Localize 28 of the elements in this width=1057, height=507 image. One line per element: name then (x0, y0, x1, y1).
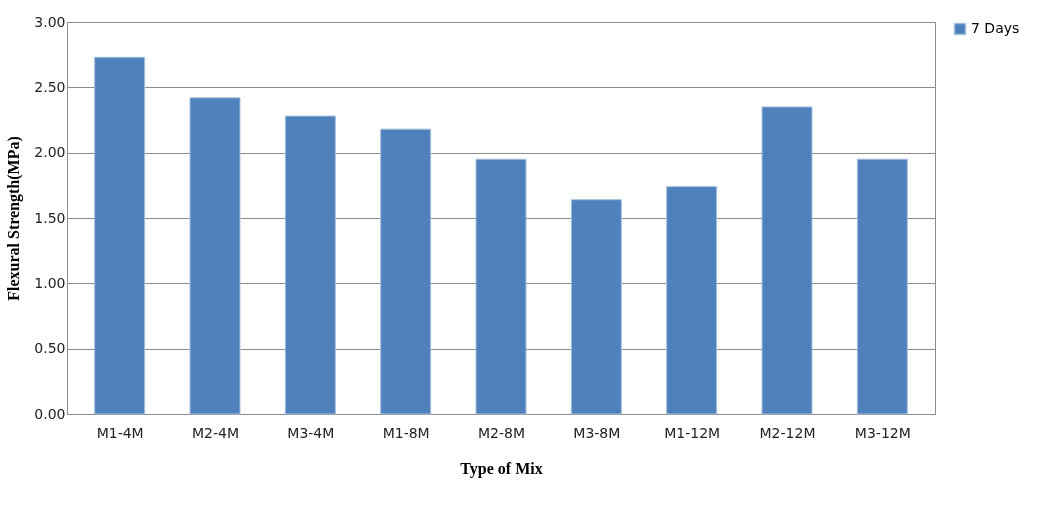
y-tick-label: 0.00 (34, 405, 66, 422)
x-axis-title: Type of Mix (460, 459, 543, 478)
x-tick-label: M1-12M (664, 424, 721, 441)
y-tick-label: 3.00 (34, 13, 66, 30)
x-tick-label: M3-8M (573, 424, 621, 441)
x-tick-label: M2-4M (191, 424, 240, 441)
x-tick-label: M2-12M (759, 424, 816, 441)
x-tick-label: M2-8M (477, 424, 526, 441)
bar (94, 56, 146, 415)
x-tick-label: M3-12M (854, 424, 911, 441)
y-tick-label: 1.00 (34, 274, 66, 291)
bar (284, 115, 336, 415)
y-tick-label: 1.50 (34, 209, 66, 226)
y-axis-title: Flexural Strength(MPa) (5, 136, 24, 301)
x-tick-label: M1-4M (96, 424, 144, 441)
x-tick-label: M3-4M (287, 424, 335, 441)
bar (666, 186, 718, 415)
bar (380, 128, 432, 415)
y-tick-label: 0.50 (34, 340, 66, 357)
y-tick-label: 2.50 (34, 78, 66, 95)
bar (189, 97, 241, 415)
x-tick-label: M1-8M (382, 424, 430, 441)
y-tick-label: 2.00 (34, 144, 66, 161)
bar (475, 158, 527, 415)
bar (761, 106, 813, 415)
bar (856, 158, 908, 415)
legend-label: 7 Days (971, 20, 1020, 36)
bar (570, 199, 622, 415)
